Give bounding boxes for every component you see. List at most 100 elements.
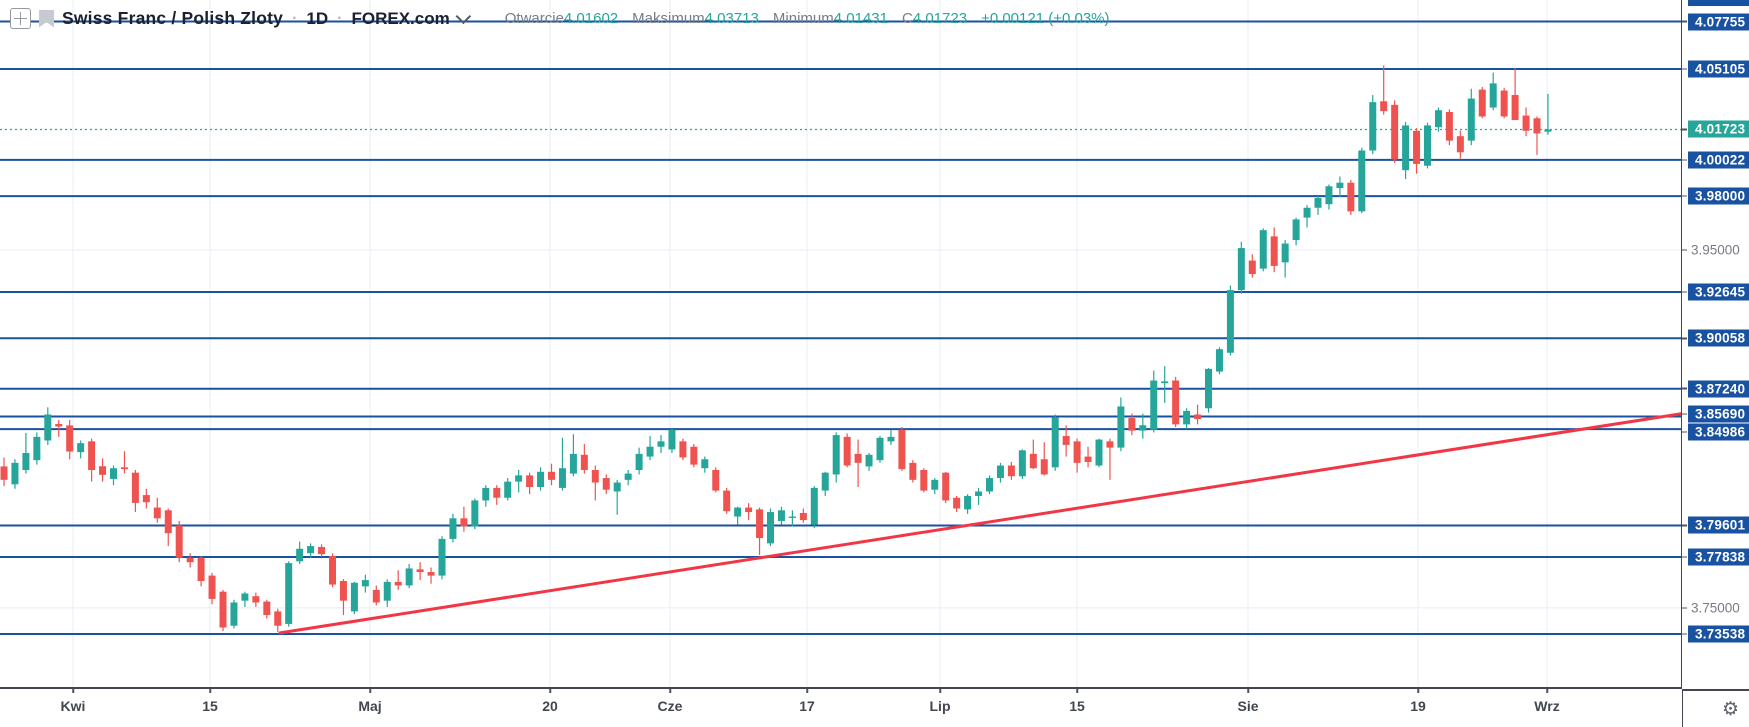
- candle-body: [537, 471, 545, 488]
- candle-body: [208, 575, 216, 599]
- exchange-label[interactable]: FOREX.com: [351, 8, 450, 28]
- flag-icon[interactable]: [39, 9, 54, 28]
- time-tick-mark: [209, 689, 211, 693]
- timeframe-label[interactable]: 1D: [306, 8, 329, 28]
- candle-body: [602, 478, 610, 490]
- axis-tick-mark: [1682, 159, 1687, 161]
- add-symbol-icon[interactable]: [10, 8, 31, 29]
- candle-body: [920, 470, 928, 491]
- level-price-label: 3.79601: [1682, 516, 1749, 534]
- candle-body: [1237, 248, 1245, 291]
- candle-body: [1270, 236, 1278, 266]
- price-label-partial: [1688, 0, 1749, 6]
- legend-separator: ·: [292, 9, 298, 27]
- candle-body: [219, 591, 227, 628]
- candle-body: [471, 500, 479, 527]
- time-axis-label: Wrz: [1534, 698, 1560, 714]
- candle-body: [788, 516, 796, 518]
- candle-body: [931, 479, 939, 490]
- candle-body: [1259, 230, 1267, 269]
- candle-body: [504, 481, 512, 498]
- candle-body: [1007, 465, 1015, 477]
- candle-body: [416, 569, 424, 573]
- candle-body: [252, 596, 260, 603]
- candle-body: [350, 582, 358, 612]
- candle-body: [405, 568, 413, 586]
- candle-body: [1194, 414, 1202, 419]
- price-value: 3.98000: [1688, 187, 1749, 205]
- level-price-label: 4.05105: [1682, 60, 1749, 78]
- price-axis-tick-label: 3.95000: [1682, 241, 1749, 258]
- candle-body: [66, 425, 74, 452]
- time-tick-mark: [806, 689, 808, 693]
- trendline[interactable]: [278, 412, 1682, 635]
- ohlc-values: +0.00121 (+0.03%) Otwarcie4.01602 Maksimu…: [505, 10, 1110, 27]
- current-price-label: 4.01723: [1682, 120, 1749, 138]
- time-axis[interactable]: Kwi 15 Maj 20 Cze 17 Lip 15 Sie 19 Wrz: [0, 687, 1749, 727]
- candle-body: [986, 478, 993, 492]
- candle-body: [44, 414, 52, 441]
- candle-body: [274, 611, 282, 626]
- candle-body: [1533, 118, 1541, 134]
- candle-body: [460, 518, 468, 527]
- candle-body: [1511, 94, 1519, 121]
- candle-body: [767, 512, 774, 544]
- candle-body: [33, 436, 41, 461]
- candle-body: [646, 446, 654, 457]
- candle-body: [953, 497, 961, 509]
- candle-body: [799, 512, 807, 521]
- candle-body: [515, 475, 523, 482]
- candle-body: [1292, 219, 1300, 240]
- candle-body: [1117, 406, 1125, 448]
- candle-body: [142, 495, 150, 503]
- candle-body: [723, 490, 731, 512]
- candle-body: [712, 470, 720, 491]
- candle-body: [1084, 456, 1092, 462]
- ohlc-pair: C4.01723: [902, 10, 967, 27]
- candle-body: [975, 491, 983, 496]
- time-axis-label: Kwi: [60, 698, 86, 714]
- candle-body: [613, 482, 621, 492]
- candle-body: [843, 436, 851, 466]
- time-axis-label: 19: [1410, 698, 1426, 714]
- axis-tick-mark: [1682, 633, 1687, 635]
- axis-tick-mark: [1682, 431, 1687, 433]
- chevron-down-icon[interactable]: [455, 8, 471, 25]
- price-axis[interactable]: 4.07755 4.05105 4.00022 3.98000 3.92645 3.900…: [1681, 0, 1749, 689]
- ohlc-label: Otwarcie: [504, 10, 564, 27]
- candle-body: [175, 525, 183, 558]
- chart-canvas[interactable]: [0, 0, 1682, 689]
- candle-body: [1073, 441, 1081, 463]
- candle-body: [263, 601, 271, 615]
- legend-separator: ·: [337, 9, 343, 27]
- candle-body: [580, 454, 588, 471]
- candle-body: [1172, 380, 1180, 425]
- candle-body: [449, 518, 457, 539]
- gear-icon[interactable]: ⚙: [1721, 698, 1739, 720]
- axis-tick-mark: [1682, 524, 1687, 527]
- candle-body: [865, 454, 873, 467]
- candle-body: [339, 580, 347, 601]
- candle-body: [1018, 450, 1026, 477]
- candle-body: [1029, 453, 1037, 469]
- time-axis-label: 15: [1069, 698, 1085, 714]
- candle-body: [1205, 368, 1212, 409]
- candle-body: [777, 510, 785, 522]
- ohlc-value: 4.01723: [912, 10, 968, 27]
- candle-body: [186, 557, 194, 563]
- candle-body: [318, 546, 326, 555]
- candle-body: [679, 441, 687, 458]
- price-value: 3.90058: [1688, 329, 1749, 347]
- candle-body: [668, 429, 676, 450]
- candle-body: [1347, 182, 1355, 212]
- axis-tick-mark: [1682, 387, 1687, 390]
- symbol-title[interactable]: Swiss Franc / Polish Zloty: [62, 8, 284, 28]
- candle-body: [1215, 349, 1223, 372]
- candle-body: [964, 495, 972, 510]
- candle-body: [1391, 104, 1399, 160]
- time-axis-label: Lip: [929, 698, 951, 714]
- candle-body: [197, 557, 205, 581]
- candle-body: [1314, 197, 1322, 208]
- time-axis-label: Cze: [657, 698, 683, 714]
